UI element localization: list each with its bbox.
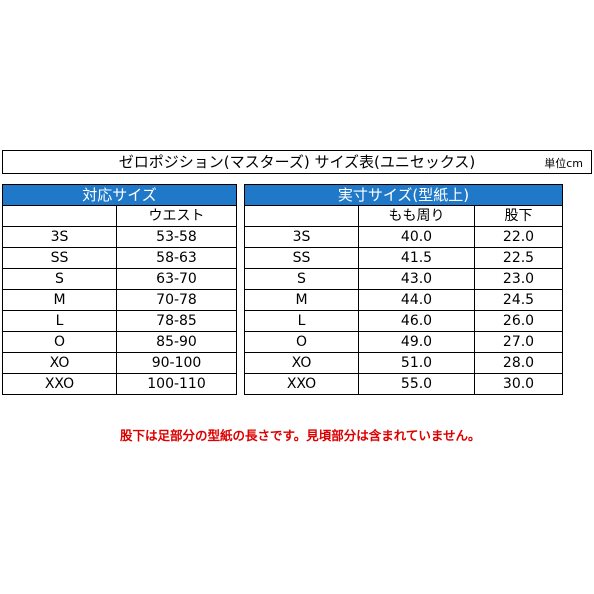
size-cell: SS: [244, 247, 359, 269]
size-cell: O: [244, 331, 359, 353]
size-cell: L: [2, 310, 117, 332]
thigh-cell: 51.0: [358, 352, 475, 374]
right-col-thigh-header: もも周り: [358, 205, 475, 227]
table-row: O 85-90: [2, 331, 237, 353]
table-row: XO 90-100: [2, 352, 237, 374]
inseam-cell: 28.0: [473, 352, 564, 374]
size-cell: S: [244, 268, 359, 290]
thigh-cell: 40.0: [358, 226, 475, 248]
thigh-cell: 46.0: [358, 310, 475, 332]
size-cell: XO: [244, 352, 359, 374]
thigh-cell: 55.0: [358, 373, 475, 395]
right-table-header: 実寸サイズ(型紙上): [243, 184, 564, 206]
inseam-cell: 24.5: [473, 289, 564, 311]
size-cell: M: [2, 289, 117, 311]
right-col-inseam-header: 股下: [473, 205, 564, 227]
thigh-cell: 41.5: [358, 247, 475, 269]
size-cell: L: [244, 310, 359, 332]
size-correspondence-table: 対応サイズ ウエスト 3S 53-58 SS 58-63 S 63-70 M 7…: [2, 184, 237, 395]
page-title: ゼロポジション(マスターズ) サイズ表(ユニセックス): [118, 153, 476, 171]
thigh-cell: 49.0: [358, 331, 475, 353]
size-cell: XXO: [2, 373, 117, 395]
inseam-cell: 22.0: [473, 226, 564, 248]
size-cell: XO: [2, 352, 117, 374]
right-col-size-header: [244, 205, 359, 227]
inseam-cell: 22.5: [473, 247, 564, 269]
size-cell: 3S: [244, 226, 359, 248]
thigh-cell: 43.0: [358, 268, 475, 290]
table-row: 3S 53-58: [2, 226, 237, 248]
waist-cell: 63-70: [116, 268, 237, 290]
inseam-cell: 27.0: [473, 331, 564, 353]
inseam-cell: 23.0: [473, 268, 564, 290]
size-cell: XXO: [244, 373, 359, 395]
title-bar: ゼロポジション(マスターズ) サイズ表(ユニセックス) 単位cm: [2, 150, 592, 174]
left-col-size-header: [2, 205, 117, 227]
left-table-header: 対応サイズ: [2, 184, 237, 206]
waist-cell: 85-90: [116, 331, 237, 353]
size-cell: S: [2, 268, 117, 290]
table-row: 3S 40.0 22.0: [244, 226, 564, 248]
table-row: L 46.0 26.0: [244, 310, 564, 332]
unit-label: 単位cm: [544, 157, 583, 170]
table-row: O 49.0 27.0: [244, 331, 564, 353]
table-row: M 70-78: [2, 289, 237, 311]
inseam-cell: 30.0: [473, 373, 564, 395]
table-row: XXO 100-110: [2, 373, 237, 395]
inseam-cell: 26.0: [473, 310, 564, 332]
size-cell: M: [244, 289, 359, 311]
left-col-waist-header: ウエスト: [116, 205, 237, 227]
size-cell: SS: [2, 247, 117, 269]
table-row: XO 51.0 28.0: [244, 352, 564, 374]
size-cell: 3S: [2, 226, 117, 248]
inseam-note: 股下は足部分の型紙の長さです。見頃部分は含まれていません。: [120, 428, 481, 443]
table-row: SS 58-63: [2, 247, 237, 269]
table-row: M 44.0 24.5: [244, 289, 564, 311]
table-row: S 63-70: [2, 268, 237, 290]
actual-size-table: 実寸サイズ(型紙上) もも周り 股下 3S 40.0 22.0 SS 41.5 …: [243, 184, 564, 395]
thigh-cell: 44.0: [358, 289, 475, 311]
waist-cell: 58-63: [116, 247, 237, 269]
waist-cell: 90-100: [116, 352, 237, 374]
table-row: XXO 55.0 30.0: [244, 373, 564, 395]
waist-cell: 100-110: [116, 373, 237, 395]
waist-cell: 78-85: [116, 310, 237, 332]
table-row: S 43.0 23.0: [244, 268, 564, 290]
waist-cell: 53-58: [116, 226, 237, 248]
table-row: SS 41.5 22.5: [244, 247, 564, 269]
waist-cell: 70-78: [116, 289, 237, 311]
size-cell: O: [2, 331, 117, 353]
table-row: L 78-85: [2, 310, 237, 332]
